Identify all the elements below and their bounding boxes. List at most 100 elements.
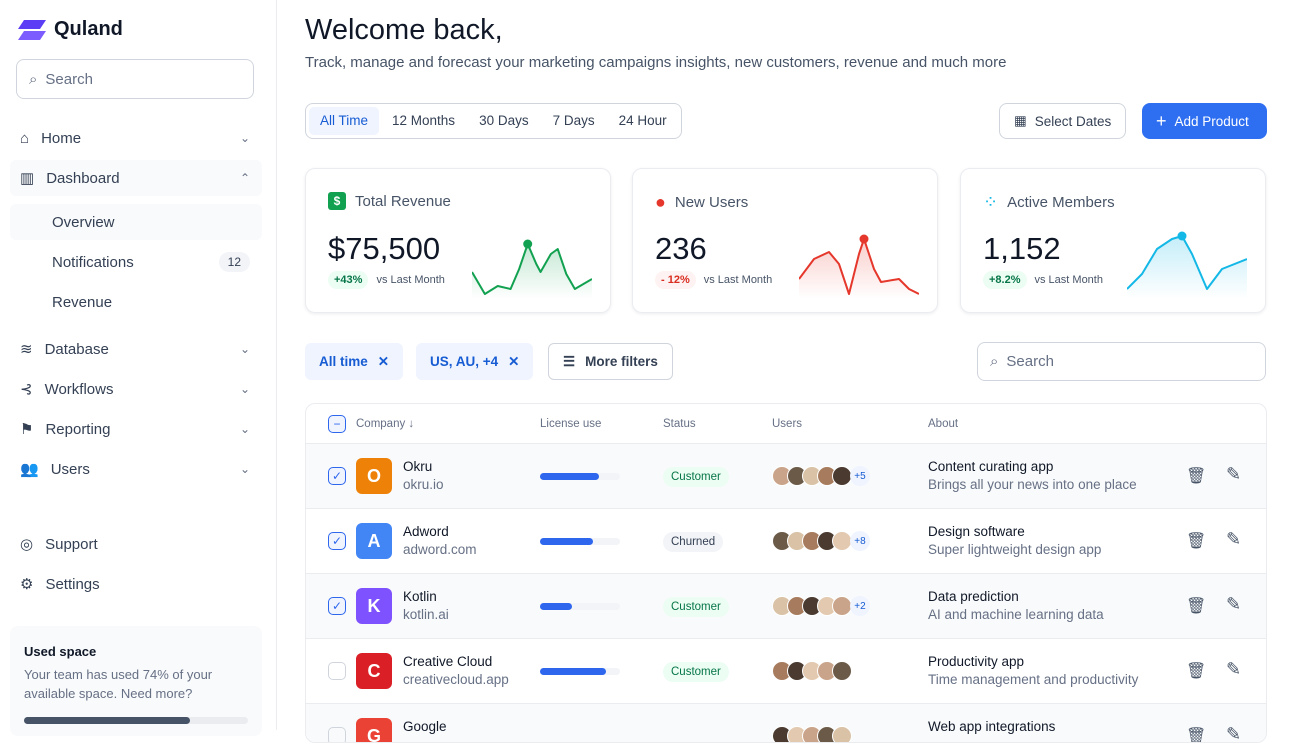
- row-checkbox[interactable]: [328, 662, 346, 680]
- select-dates-button[interactable]: ▦ Select Dates: [999, 103, 1127, 139]
- sidebar-item-dashboard[interactable]: ▥ Dashboard ⌃: [10, 160, 262, 196]
- search-icon: ⌕: [990, 353, 999, 370]
- tab-7-days[interactable]: 7 Days: [552, 113, 595, 128]
- about-title: Web app integrations: [928, 719, 1056, 734]
- arrow-down-icon: ↓: [408, 417, 415, 430]
- sparkline-peak: [859, 234, 869, 244]
- company-name: Adword: [403, 524, 449, 539]
- more-users-badge[interactable]: +8: [850, 531, 870, 551]
- table-row[interactable]: G Google Web app integrations 🗑 ✎: [306, 704, 1266, 743]
- company-domain: kotlin.ai: [403, 607, 449, 622]
- sidebar-search-input[interactable]: ⌕ Search: [16, 59, 254, 99]
- page-title: Welcome back,: [305, 14, 503, 46]
- sparkline-line: [472, 243, 592, 295]
- search-icon: ⌕: [29, 70, 38, 88]
- tab-24-hour[interactable]: 24 Hour: [618, 113, 667, 128]
- user-avatar[interactable]: [832, 726, 852, 742]
- layers-icon: ≋: [20, 341, 33, 358]
- table-search-input[interactable]: ⌕ Search: [977, 342, 1266, 381]
- add-product-button[interactable]: + Add Product: [1142, 103, 1267, 139]
- sidebar-item-users[interactable]: 👥 Users ⌄: [10, 451, 262, 487]
- user-avatar[interactable]: [832, 531, 852, 551]
- sidebar-item-settings[interactable]: ⚙ Settings: [10, 566, 262, 602]
- users-icon: 👥: [20, 461, 39, 478]
- about-header: About: [928, 417, 959, 430]
- label: Active Members: [1007, 194, 1115, 211]
- row-checkbox[interactable]: ✓: [328, 467, 346, 485]
- company-header[interactable]: Company ↓: [356, 418, 414, 430]
- sidebar-item-support[interactable]: ◎ Support: [10, 526, 262, 562]
- sparkline-area: [1127, 236, 1247, 299]
- used-space-title: Used space: [24, 644, 97, 659]
- sparkline: [472, 239, 592, 299]
- company-domain: creativecloud.app: [403, 672, 509, 687]
- table-row[interactable]: C Creative Cloud creativecloud.app Custo…: [306, 639, 1266, 704]
- stat-title: ● New Users: [655, 192, 748, 213]
- table-row[interactable]: ✓ A Adword adword.com Churned +8 Design …: [306, 509, 1266, 574]
- edit-pencil-icon[interactable]: ✎: [1226, 464, 1242, 484]
- select-all-checkbox[interactable]: −: [328, 414, 346, 433]
- about-title: Design software: [928, 524, 1025, 539]
- used-space-fill: [24, 717, 190, 724]
- about-subtitle: AI and machine learning data: [928, 607, 1104, 622]
- close-icon[interactable]: ✕: [377, 353, 390, 369]
- filter-chip-all-time[interactable]: All time ✕: [305, 343, 404, 380]
- user-avatar[interactable]: [832, 466, 852, 486]
- license-header: License use: [540, 417, 602, 430]
- stat-value: $75,500: [328, 231, 441, 266]
- users-header: Users: [772, 417, 803, 430]
- search-placeholder: Search: [45, 70, 93, 88]
- tab-all-time[interactable]: All Time: [309, 107, 380, 135]
- app-name: Quland: [54, 18, 123, 40]
- vs-label: vs Last Month: [376, 274, 445, 286]
- sidebar-item-workflows[interactable]: ⊰ Workflows ⌄: [10, 371, 262, 407]
- edit-pencil-icon[interactable]: ✎: [1226, 529, 1242, 549]
- sidebar: Quland ⌕ Search ⌂ Home ⌄ ▥ Dashboard ⌃ Overv…: [0, 0, 277, 736]
- company-name: Creative Cloud: [403, 654, 493, 669]
- company-logo: C: [356, 653, 392, 689]
- user-avatar[interactable]: [832, 596, 852, 616]
- tab-12-months[interactable]: 12 Months: [392, 113, 456, 128]
- sidebar-sub-notifications[interactable]: Notifications 12: [10, 244, 262, 280]
- user-avatar[interactable]: [832, 661, 852, 681]
- table-row[interactable]: ✓ K Kotlin kotlin.ai Customer +2 Data pr…: [306, 574, 1266, 639]
- user-icon: ●: [655, 192, 666, 212]
- edit-pencil-icon[interactable]: ✎: [1226, 724, 1242, 743]
- row-checkbox[interactable]: ✓: [328, 597, 346, 615]
- logo[interactable]: Quland: [18, 18, 123, 41]
- sidebar-item-home[interactable]: ⌂ Home ⌄: [10, 120, 262, 156]
- chevron-down-icon: ⌄: [239, 342, 250, 356]
- trash-icon[interactable]: 🗑: [1186, 468, 1207, 485]
- more-users-badge[interactable]: +5: [850, 466, 870, 486]
- tab-30-days[interactable]: 30 Days: [479, 113, 529, 128]
- filter-chip-region[interactable]: US, AU, +4 ✕: [416, 343, 534, 380]
- close-icon[interactable]: ✕: [508, 353, 520, 369]
- trash-icon[interactable]: 🗑: [1186, 598, 1207, 615]
- status-badge: Customer: [663, 467, 729, 487]
- sparkline: [1127, 231, 1247, 299]
- row-checkbox[interactable]: [328, 727, 346, 742]
- sidebar-sub-overview[interactable]: Overview: [10, 204, 262, 240]
- trash-icon[interactable]: 🗑: [1186, 728, 1207, 743]
- sidebar-item-database[interactable]: ≋ Database ⌄: [10, 331, 262, 367]
- label: Select Dates: [1034, 113, 1112, 129]
- edit-pencil-icon[interactable]: ✎: [1226, 659, 1242, 679]
- table-row[interactable]: ✓ O Okru okru.io Customer +5 Content cur…: [306, 444, 1266, 509]
- row-checkbox[interactable]: ✓: [328, 532, 346, 550]
- trash-icon[interactable]: 🗑: [1186, 663, 1207, 680]
- company-name: Okru: [403, 459, 433, 474]
- more-filters-button[interactable]: ☰ More filters: [548, 343, 673, 380]
- flag-icon: ⚑: [20, 421, 34, 438]
- more-users-badge[interactable]: +2: [850, 596, 870, 616]
- sidebar-sub-revenue[interactable]: Revenue: [10, 284, 262, 320]
- stat-card: ● New Users 236 - 12% vs Last Month: [632, 168, 938, 313]
- label: Reporting: [45, 420, 111, 438]
- sidebar-item-reporting[interactable]: ⚑ Reporting ⌄: [10, 411, 262, 447]
- filter-lines-icon: ☰: [563, 353, 576, 369]
- chevron-down-icon: ⌄: [239, 131, 250, 145]
- edit-pencil-icon[interactable]: ✎: [1226, 594, 1242, 614]
- company-domain: adword.com: [403, 542, 477, 557]
- about-subtitle: Brings all your news into one place: [928, 477, 1137, 492]
- license-fill: [540, 538, 593, 545]
- trash-icon[interactable]: 🗑: [1186, 533, 1207, 550]
